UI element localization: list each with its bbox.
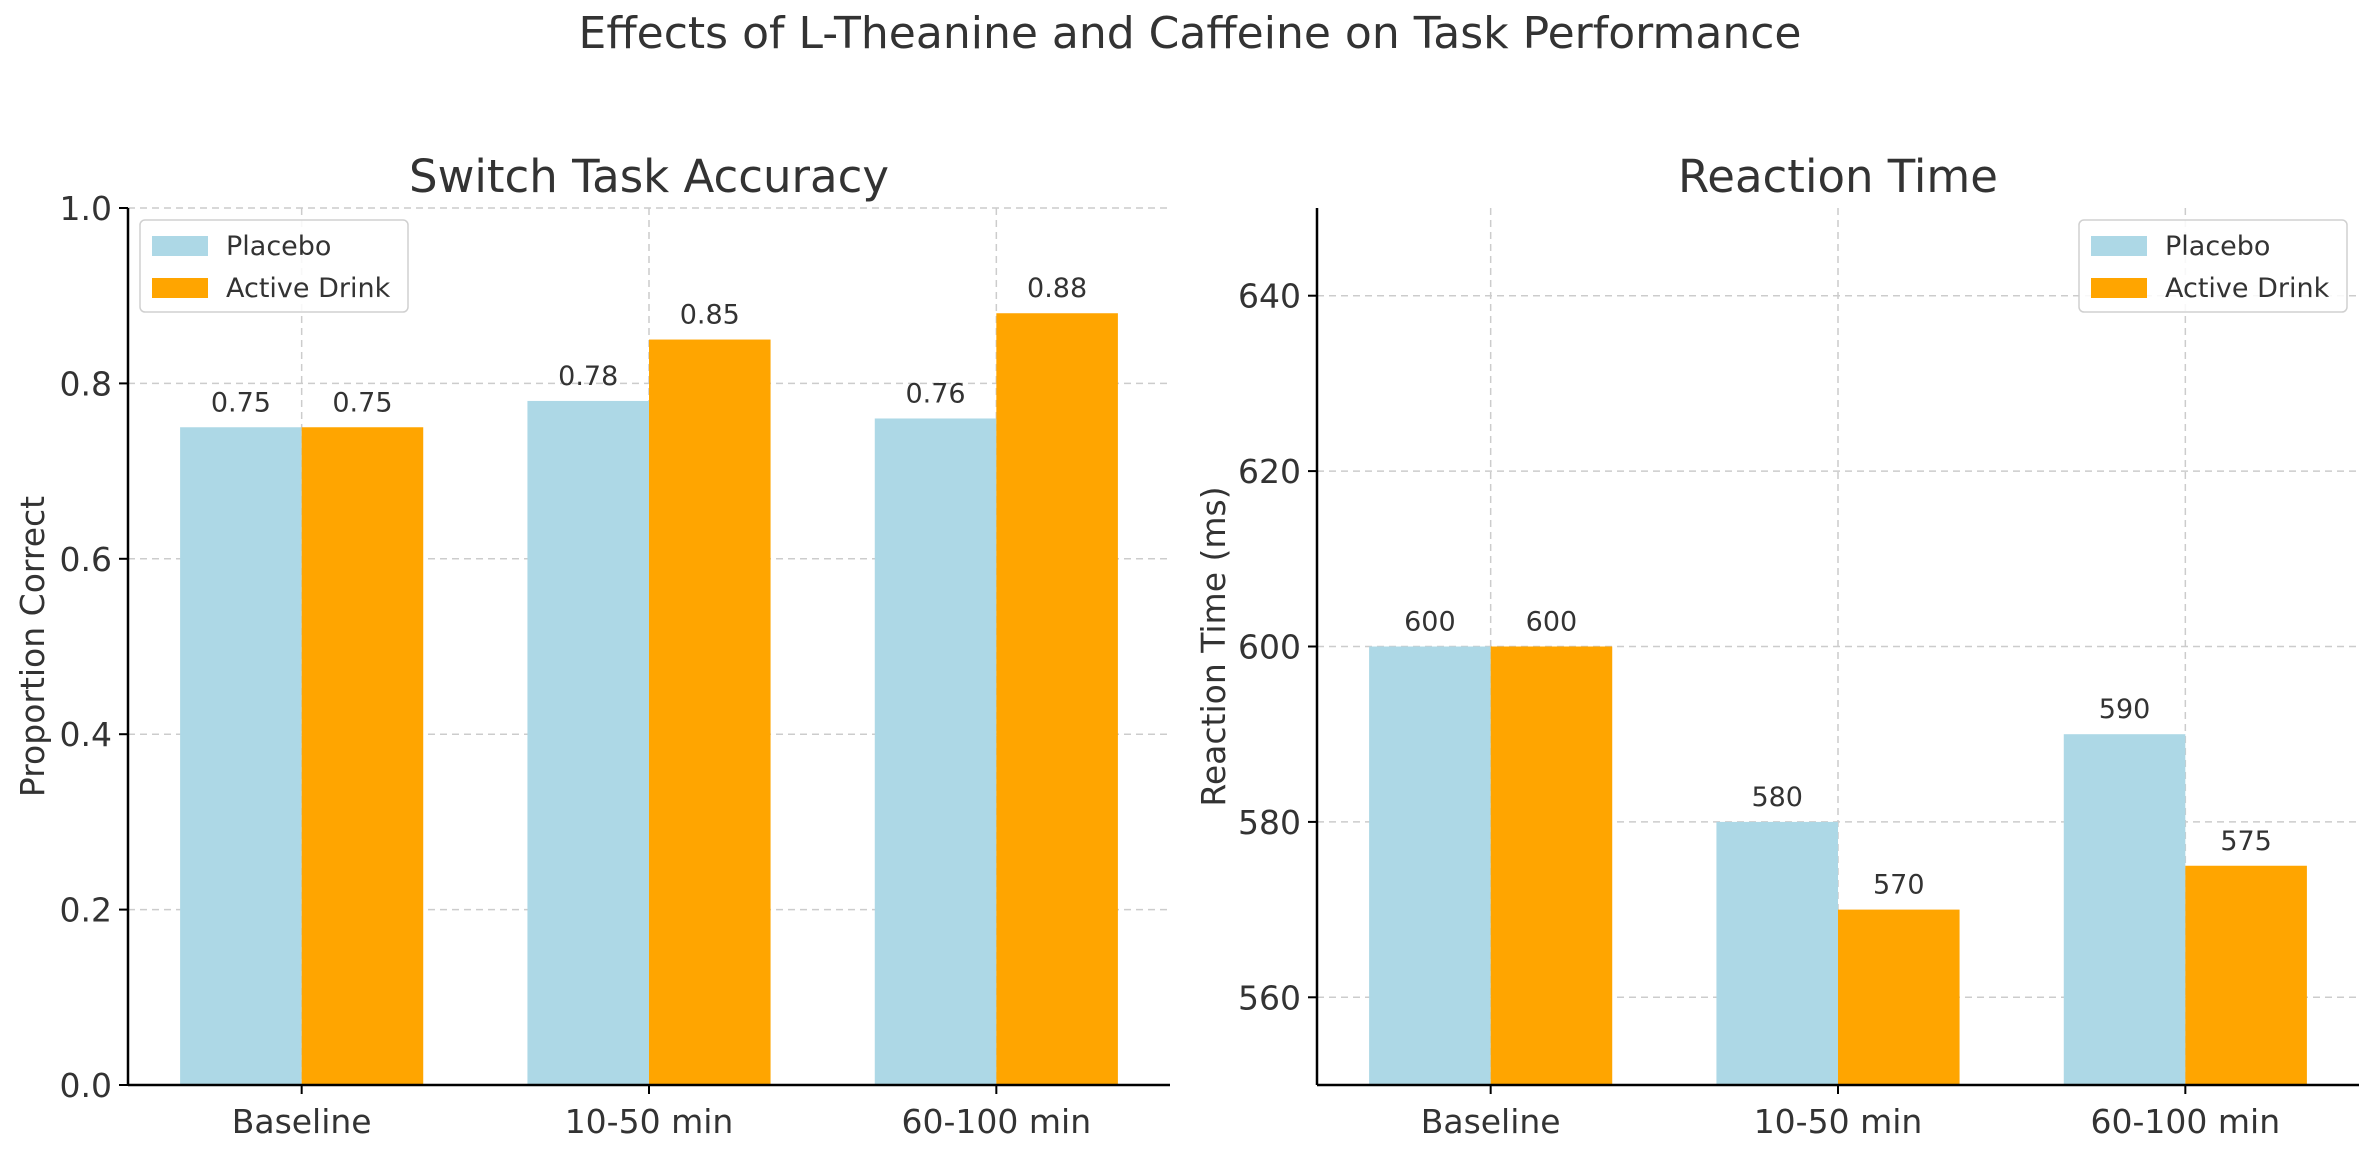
reaction-time-chart: 560 580 600 620 640 600 580 590 600 570 575 Baselin… — [1194, 150, 2359, 1141]
accuracy-chart: 0.0 0.2 0.4 0.6 0.8 1.0 0.75 0.78 0.76 0.75 0.85 0.… — [13, 150, 1170, 1141]
y-tick-label: 0.8 — [60, 364, 112, 403]
active-drink-bar — [1490, 646, 1613, 1085]
placebo-bar — [2063, 734, 2186, 1085]
legend-label: Placebo — [2165, 231, 2270, 262]
y-tick-label: 580 — [1238, 803, 1301, 842]
y-axis-label: Reaction Time (ms) — [1194, 486, 1233, 806]
placebo-bar — [527, 400, 649, 1085]
y-tick-label: 600 — [1238, 628, 1301, 667]
bar-value-label: 580 — [1751, 782, 1803, 813]
placebo-bar — [1369, 646, 1491, 1085]
active-drink-bar — [2185, 865, 2307, 1085]
legend-label: Placebo — [226, 231, 331, 262]
y-tick-label: 0.2 — [60, 891, 112, 930]
y-tick-label: 0.4 — [60, 715, 112, 754]
legend-swatch-active-drink — [152, 278, 208, 298]
figure-title: Effects of L-Theanine and Caffeine on Ta… — [579, 8, 1802, 59]
legend-swatch-placebo — [152, 236, 208, 256]
x-tick-label: 60-100 min — [2091, 1102, 2281, 1141]
active-drink-bar — [996, 313, 1118, 1085]
active-drink-bar — [649, 339, 771, 1085]
placebo-bar — [874, 418, 997, 1086]
x-tick-label: 60-100 min — [902, 1102, 1092, 1141]
bar-value-label: 0.78 — [558, 361, 618, 392]
y-tick-label: 560 — [1238, 978, 1301, 1017]
x-tick-label: Baseline — [232, 1102, 372, 1141]
bar-value-label: 600 — [1404, 607, 1456, 638]
bar-value-label: 0.85 — [680, 300, 740, 331]
y-tick-label: 640 — [1238, 277, 1301, 316]
placebo-bar — [180, 427, 302, 1085]
legend-label: Active Drink — [2165, 273, 2330, 304]
x-tick-label: Baseline — [1421, 1102, 1561, 1141]
active-drink-bar — [1838, 909, 1960, 1085]
legend-label: Active Drink — [226, 273, 391, 304]
legend: Placebo Active Drink — [139, 219, 409, 313]
y-tick-label: 0.0 — [60, 1066, 112, 1105]
x-tick-label: 10-50 min — [1754, 1102, 1923, 1141]
y-tick-label: 620 — [1238, 452, 1301, 491]
chart-title: Reaction Time — [1678, 150, 1998, 203]
bar-value-label: 600 — [1526, 607, 1578, 638]
y-axis-label: Proportion Correct — [13, 496, 52, 797]
y-tick-label: 1.0 — [60, 189, 112, 228]
chart-title: Switch Task Accuracy — [409, 150, 889, 203]
legend-swatch-active-drink — [2091, 278, 2147, 298]
bar-value-label: 0.75 — [211, 387, 271, 418]
placebo-bar — [1716, 821, 1838, 1085]
legend: Placebo Active Drink — [2078, 219, 2348, 313]
bar-value-label: 590 — [2099, 694, 2151, 725]
bar-value-label: 0.75 — [332, 387, 392, 418]
bar-value-label: 0.88 — [1027, 273, 1087, 304]
x-tick-label: 10-50 min — [565, 1102, 734, 1141]
bar-value-label: 570 — [1873, 870, 1925, 901]
y-tick-label: 0.6 — [60, 540, 112, 579]
active-drink-bar — [301, 427, 424, 1085]
bar-value-label: 0.76 — [905, 378, 965, 409]
bar-value-label: 575 — [2220, 826, 2272, 857]
legend-swatch-placebo — [2091, 236, 2147, 256]
